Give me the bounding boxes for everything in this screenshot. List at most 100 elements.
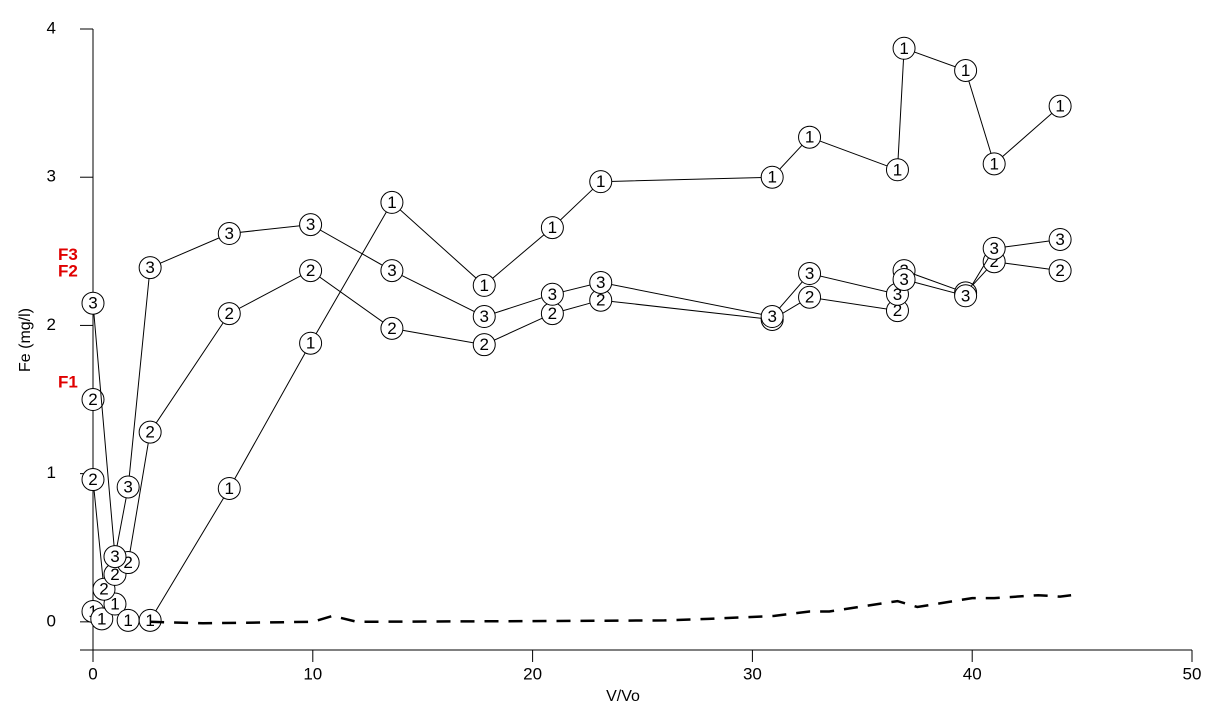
marker: [982, 236, 1006, 260]
annotation: F3: [58, 245, 78, 264]
marker-label: 1: [989, 154, 998, 173]
x-tick-label: 30: [743, 664, 762, 683]
marker: [760, 305, 784, 329]
marker: [540, 282, 564, 306]
marker: [589, 170, 613, 194]
marker-label: 1: [225, 479, 234, 498]
marker-label: 1: [88, 602, 97, 621]
marker: [138, 420, 162, 444]
marker: [954, 58, 978, 82]
annotation: F2: [58, 262, 78, 281]
marker-label: 2: [387, 319, 396, 338]
marker-label: 3: [899, 270, 908, 289]
marker-label: 1: [387, 193, 396, 212]
marker: [380, 259, 404, 283]
x-tick-label: 50: [1183, 664, 1202, 683]
marker: [885, 158, 909, 182]
x-axis-label: V/Vo: [606, 688, 640, 705]
marker-label: 2: [1055, 261, 1064, 280]
marker-label: 3: [387, 261, 396, 280]
marker: [138, 608, 162, 632]
marker: [103, 545, 127, 569]
y-tick-label: 3: [47, 167, 56, 186]
series-line: [92, 47, 1061, 621]
marker: [138, 256, 162, 280]
marker-label: 2: [110, 565, 119, 584]
marker-label: 3: [805, 264, 814, 283]
marker: [798, 125, 822, 149]
marker-label: 1: [145, 611, 154, 630]
marker-label: 3: [123, 477, 132, 496]
marker-label: 3: [480, 307, 489, 326]
marker: [589, 270, 613, 294]
marker: [299, 331, 323, 355]
marker: [1048, 94, 1072, 118]
marker: [892, 36, 916, 60]
marker: [472, 273, 496, 297]
marker-label: 2: [306, 261, 315, 280]
marker-label: 3: [989, 239, 998, 258]
marker-label: 2: [145, 423, 154, 442]
marker-label: 1: [97, 609, 106, 628]
marker-label: 3: [767, 307, 776, 326]
marker: [472, 333, 496, 357]
marker: [81, 468, 105, 492]
y-tick-label: 1: [47, 463, 56, 482]
marker: [217, 302, 241, 326]
marker-label: 3: [306, 215, 315, 234]
marker-label: 1: [767, 168, 776, 187]
marker-label: 2: [989, 252, 998, 271]
marker-label: 1: [548, 218, 557, 237]
x-tick-label: 0: [88, 664, 97, 683]
marker: [116, 475, 140, 499]
marker: [798, 285, 822, 309]
marker-label: 2: [893, 301, 902, 320]
annotation: F1: [58, 373, 78, 392]
marker: [217, 476, 241, 500]
y-tick-label: 4: [47, 18, 56, 37]
marker: [1048, 227, 1072, 251]
marker-label: 2: [99, 580, 108, 599]
marker-label: 3: [110, 547, 119, 566]
x-tick-label: 10: [303, 664, 322, 683]
marker: [1048, 259, 1072, 283]
marker-label: 2: [225, 304, 234, 323]
marker-label: 1: [306, 334, 315, 353]
marker: [760, 165, 784, 189]
marker-label: 1: [893, 160, 902, 179]
marker-label: 1: [899, 39, 908, 58]
marker: [892, 267, 916, 291]
marker-label: 3: [225, 224, 234, 243]
marker-label: 2: [548, 304, 557, 323]
y-tick-label: 0: [47, 611, 56, 630]
marker-label: 1: [805, 128, 814, 147]
x-tick-label: 40: [963, 664, 982, 683]
marker: [472, 305, 496, 329]
marker-label: 3: [548, 285, 557, 304]
marker-label: 2: [596, 291, 605, 310]
marker: [798, 262, 822, 286]
dashed-line: [150, 593, 1072, 625]
marker-label: 3: [893, 285, 902, 304]
marker-label: 3: [961, 286, 970, 305]
marker-label: 3: [88, 294, 97, 313]
y-axis-label: Fe (mg/l): [17, 308, 34, 372]
y-tick-label: 2: [47, 315, 56, 334]
marker: [540, 216, 564, 240]
marker: [299, 259, 323, 283]
marker-label: 1: [1055, 97, 1064, 116]
marker: [90, 607, 114, 631]
marker-label: 3: [596, 273, 605, 292]
marker: [81, 291, 105, 315]
marker-label: 1: [961, 61, 970, 80]
marker: [217, 222, 241, 246]
marker-label: 3: [145, 258, 154, 277]
marker: [81, 388, 105, 412]
marker-label: 2: [88, 470, 97, 489]
marker: [982, 152, 1006, 176]
marker-label: 1: [123, 611, 132, 630]
marker-label: 1: [596, 172, 605, 191]
marker: [380, 316, 404, 340]
marker-label: 2: [480, 335, 489, 354]
marker-label: 3: [1055, 230, 1064, 249]
